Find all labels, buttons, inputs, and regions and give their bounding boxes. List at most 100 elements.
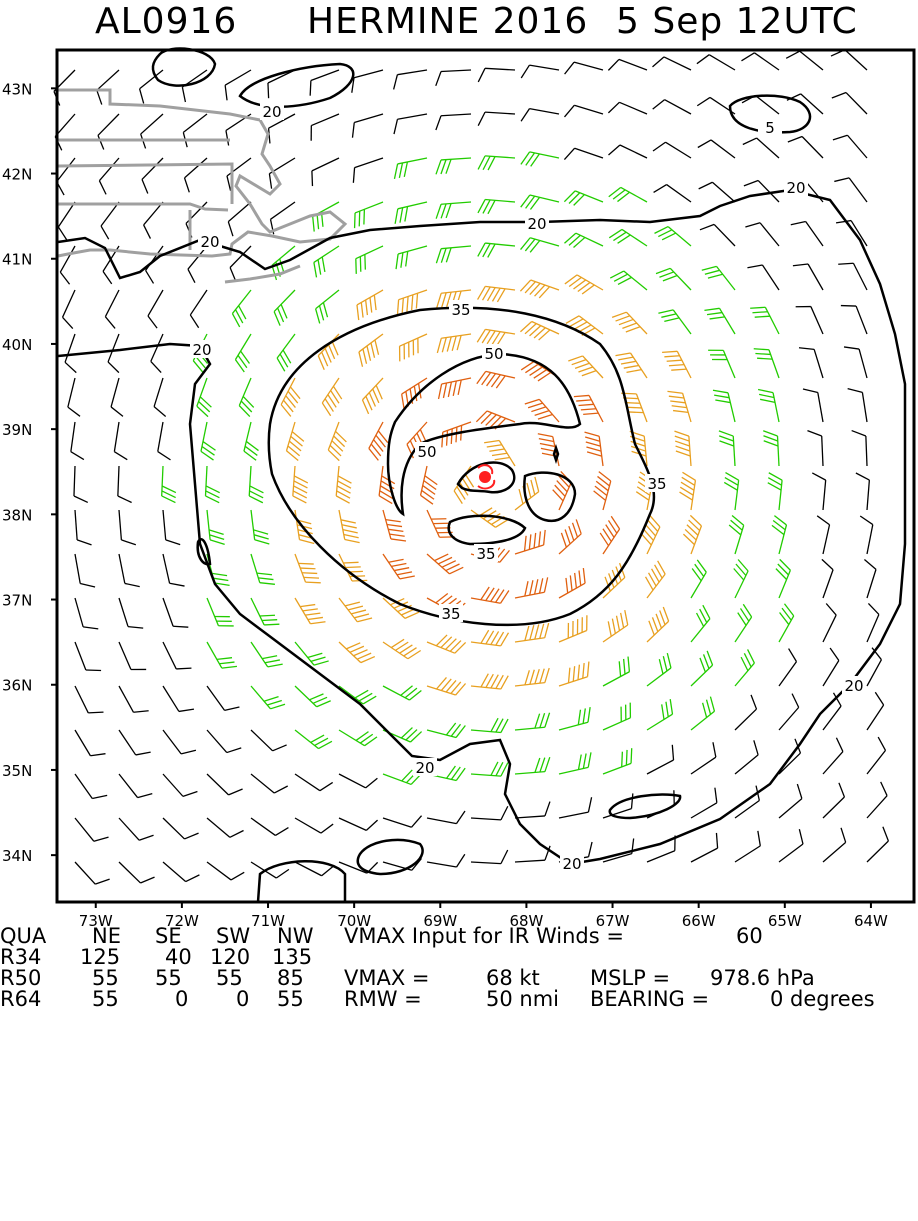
wind-barb — [698, 140, 735, 158]
wind-barb — [119, 554, 140, 587]
wind-barb — [163, 598, 188, 627]
wind-barb — [207, 730, 241, 753]
wind-barb — [225, 70, 251, 100]
wind-barb — [163, 730, 196, 754]
wind-barb — [758, 390, 779, 422]
wind-barb — [274, 290, 295, 326]
wind-barb — [608, 145, 647, 158]
wind-barb — [154, 378, 166, 417]
coastline-segment — [58, 90, 345, 256]
wind-barb — [823, 604, 836, 642]
wind-barb — [515, 668, 549, 686]
wind-barb — [427, 554, 463, 574]
wind-barb — [336, 466, 351, 503]
wind-barb — [394, 70, 427, 89]
wind-barb — [251, 730, 287, 751]
wind-barb — [704, 308, 735, 334]
wind-barb — [735, 649, 754, 686]
wind-barb — [603, 839, 634, 862]
wind-barb — [75, 642, 101, 671]
lat-label: 43N — [2, 80, 32, 98]
wind-barb — [787, 94, 823, 114]
wind-barb — [439, 378, 471, 399]
footer-table: QUA NE SE SW NW VMAX Input for IR Winds … — [0, 926, 918, 1014]
wind-barb — [608, 59, 647, 70]
wind-barb — [295, 730, 332, 749]
storm-center-marker — [479, 471, 491, 483]
wind-barb — [867, 692, 884, 730]
wind-barb — [163, 818, 199, 839]
bearing-value: 0 degrees — [770, 989, 875, 1010]
wind-barb — [383, 816, 422, 827]
wind-barb — [75, 818, 109, 841]
contour-label: 50 — [484, 345, 503, 363]
wind-barb — [745, 223, 779, 246]
contour-label: 35 — [441, 605, 460, 623]
wind-barb — [608, 102, 647, 114]
wind-barb — [471, 806, 508, 820]
lat-label: 39N — [2, 421, 32, 439]
wind-barb — [864, 559, 876, 598]
wind-barb — [743, 138, 779, 158]
wind-barb — [521, 65, 559, 78]
wind-barb — [163, 554, 185, 586]
wind-barb — [691, 560, 706, 598]
wind-barb — [352, 70, 383, 93]
wind-barb — [817, 516, 829, 554]
wind-barb — [647, 745, 674, 774]
wind-barb — [355, 202, 383, 228]
contour-label: 20 — [786, 179, 805, 197]
wind-barb — [768, 473, 782, 510]
lat-label: 41N — [2, 251, 32, 269]
wind-barb — [295, 818, 333, 833]
wind-barb — [515, 713, 550, 730]
wind-barb — [99, 158, 119, 194]
wind-barb — [603, 703, 630, 730]
wind-barb — [603, 657, 629, 686]
wind-barb — [295, 686, 331, 707]
r50-sw: 55 — [216, 968, 243, 989]
wind-barb — [478, 200, 515, 214]
r64-se: 0 — [175, 989, 188, 1010]
wind-barb — [478, 286, 515, 302]
wind-barb — [697, 55, 735, 70]
wind-barb — [57, 158, 75, 195]
wind-barb — [647, 653, 671, 686]
wind-barb — [163, 686, 194, 711]
wind-barb — [525, 399, 559, 422]
se-label: SE — [155, 926, 182, 947]
wind-barb — [834, 178, 867, 202]
wind-barb — [140, 70, 163, 103]
wind-barb — [421, 466, 438, 504]
qua-label: QUA — [0, 926, 46, 947]
wind-barb — [471, 850, 508, 864]
wind-barb — [339, 642, 375, 663]
wind-barb — [779, 829, 803, 862]
wind-barb — [383, 554, 415, 579]
rmw-label: RMW = — [344, 989, 422, 1010]
wind-barb — [735, 740, 758, 774]
wind-barb — [478, 112, 515, 126]
wind-barb — [141, 114, 163, 148]
wind-barb — [119, 818, 154, 840]
sw-label: SW — [216, 926, 250, 947]
wind-barb — [559, 568, 585, 598]
wind-barb — [559, 752, 591, 774]
wind-barb — [568, 356, 603, 378]
wind-barb — [565, 62, 603, 74]
lat-label: 42N — [2, 166, 32, 184]
mslp-label: MSLP = — [590, 968, 670, 989]
wind-barb — [803, 389, 823, 422]
wind-barb — [515, 757, 550, 774]
wind-barb — [779, 784, 802, 818]
wind-barb — [691, 833, 718, 862]
wind-barb — [251, 774, 288, 793]
wind-barb — [118, 466, 132, 503]
wind-barb — [867, 827, 888, 862]
state-border — [58, 204, 228, 210]
wind-barb — [394, 114, 427, 134]
wind-barb — [699, 182, 735, 202]
wind-barb — [119, 510, 136, 545]
wind-barb — [662, 351, 691, 378]
wind-barb — [564, 148, 603, 159]
